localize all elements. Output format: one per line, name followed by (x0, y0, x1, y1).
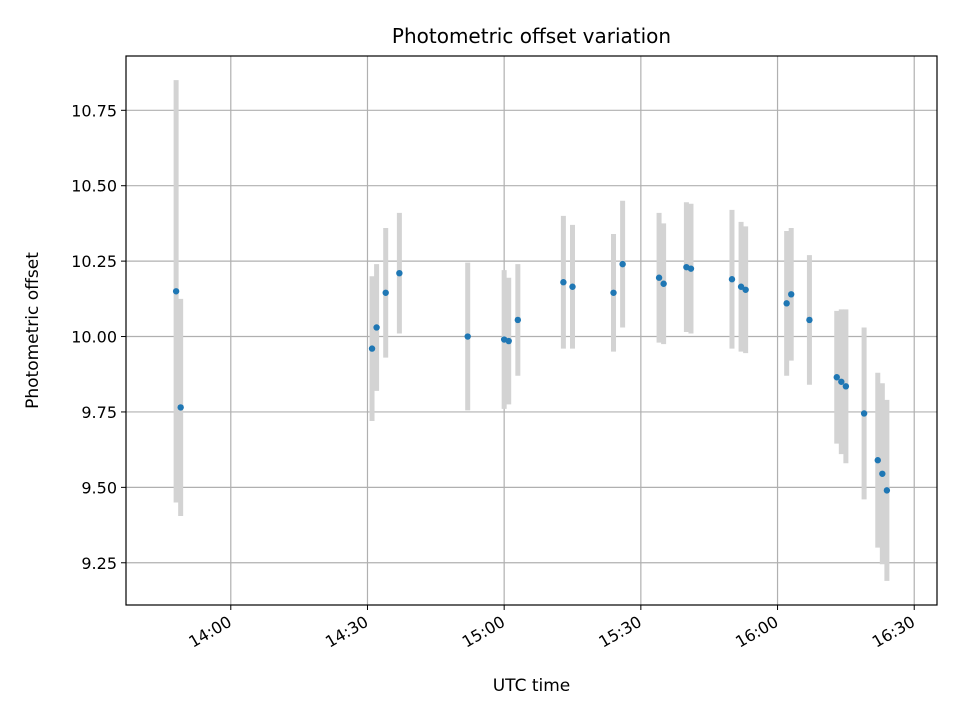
data-point (505, 337, 512, 345)
data-point (783, 300, 790, 307)
data-point (396, 269, 403, 277)
data-point (373, 324, 380, 331)
data-point (660, 280, 667, 287)
y-tick-label: 10.50 (71, 177, 117, 196)
y-tick-label: 10.00 (71, 328, 117, 347)
data-point (737, 283, 745, 290)
data-point (874, 457, 881, 464)
data-point (833, 374, 840, 381)
y-axis-ticks: 9.25 9.50 9.75 10.00 10.25 10.50 10.75 (71, 101, 126, 573)
y-tick-label: 9.75 (81, 403, 117, 422)
chart-title: Photometric offset variation (392, 24, 671, 48)
data-point (368, 345, 376, 352)
data-point (728, 276, 736, 283)
data-point (860, 410, 868, 417)
data-point (842, 383, 850, 390)
data-point (687, 265, 695, 272)
plot-frame (125, 55, 938, 606)
data-point (655, 274, 663, 281)
data-point (742, 286, 749, 293)
data-point (172, 288, 180, 295)
data-point (879, 470, 886, 477)
y-tick-label: 10.75 (71, 101, 117, 120)
y-axis-title: Photometric offset (23, 252, 43, 409)
data-point (464, 333, 471, 340)
data-point (514, 316, 522, 324)
grid (126, 56, 937, 605)
x-axis-title: UTC time (493, 676, 571, 696)
data-point (177, 404, 184, 411)
y-tick-label: 9.50 (81, 478, 117, 497)
y-tick-label: 10.25 (71, 252, 117, 271)
data-point (838, 378, 845, 385)
data-point (788, 291, 795, 298)
data-point (560, 279, 567, 286)
data-point (610, 289, 617, 296)
y-tick-label: 9.25 (81, 554, 117, 573)
data-point (806, 316, 813, 324)
data-point (569, 283, 576, 290)
data-points (172, 260, 891, 494)
data-point (883, 487, 891, 494)
data-point (619, 260, 626, 268)
data-point (382, 289, 389, 296)
